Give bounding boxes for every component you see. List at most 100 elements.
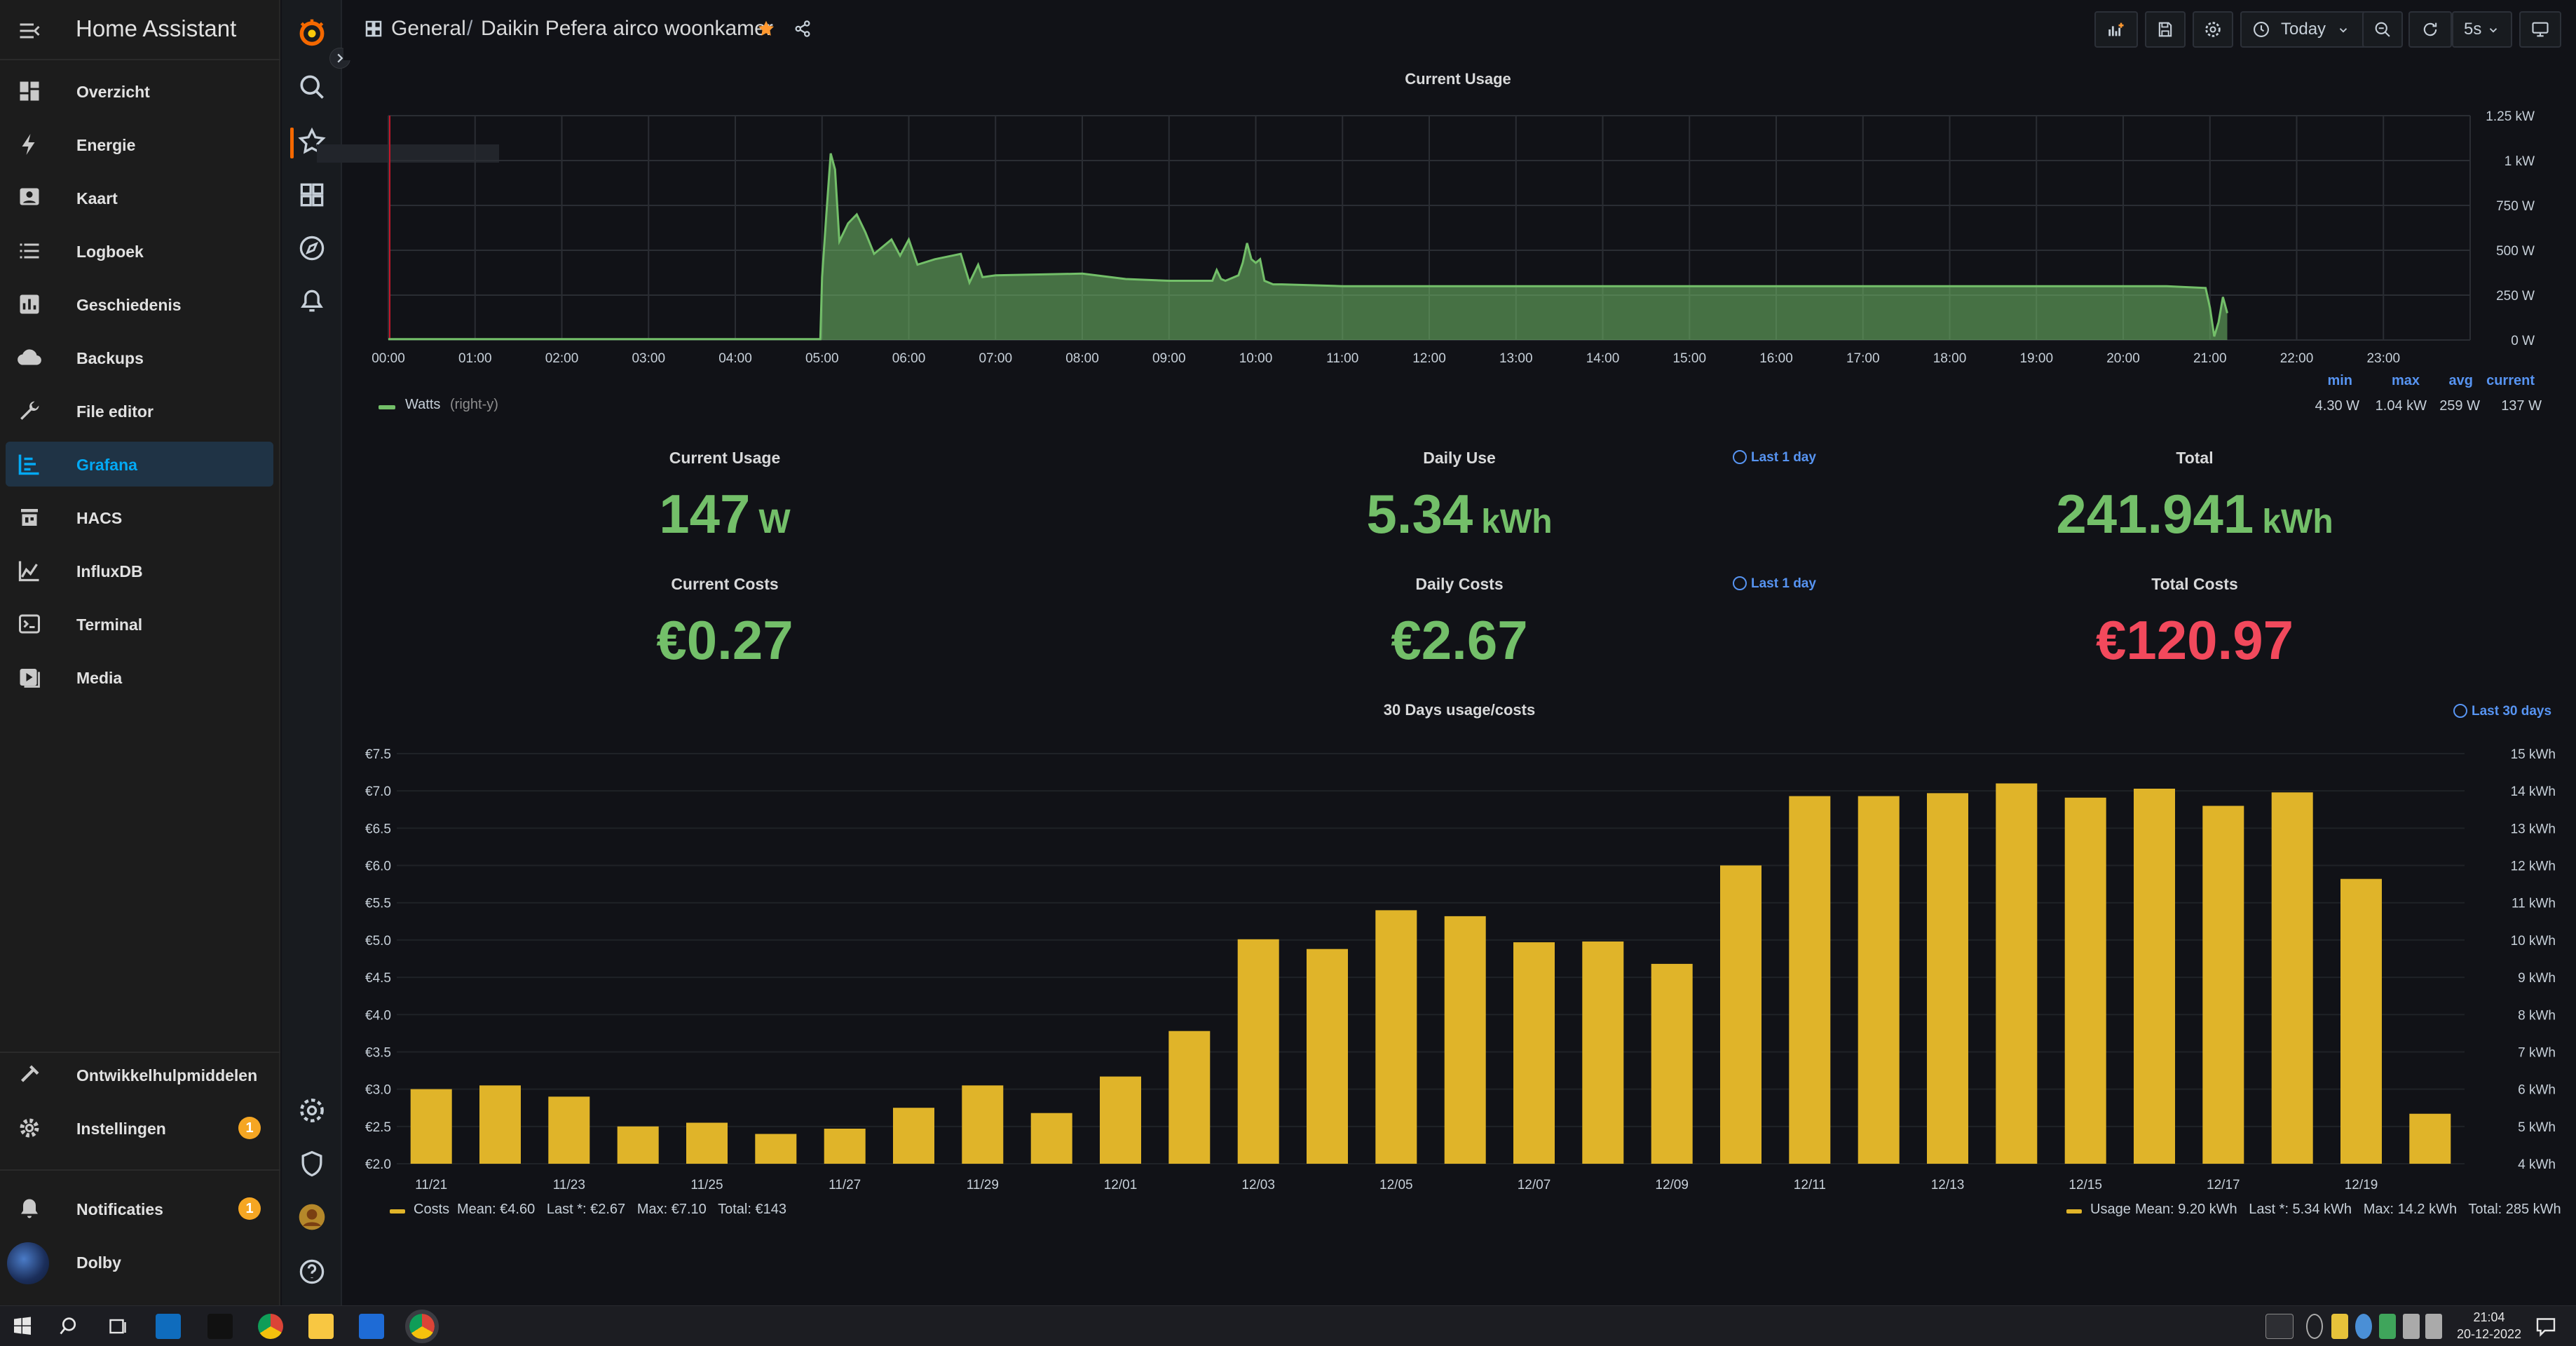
- user-avatar-icon[interactable]: [297, 1202, 327, 1232]
- sidebar-item-developer-tools[interactable]: Ontwikkelhulpmiddelen: [6, 1052, 273, 1097]
- wifi-icon[interactable]: [2403, 1314, 2420, 1339]
- stat-title-current-usage[interactable]: Current Usage: [669, 449, 781, 467]
- sidebar-item-kaart[interactable]: Kaart: [6, 175, 273, 220]
- legend-series-costs[interactable]: Costs: [414, 1202, 450, 1217]
- x-tick-label: 12/05: [1379, 1178, 1413, 1192]
- refresh-interval-picker[interactable]: [2452, 11, 2512, 48]
- menu-collapse-icon[interactable]: [17, 18, 42, 43]
- search-icon[interactable]: [57, 1314, 83, 1339]
- sidebar-item-settings[interactable]: Instellingen 1: [6, 1106, 273, 1150]
- chrome-active-icon[interactable]: [405, 1310, 439, 1343]
- time-override-30-days[interactable]: Last 30 days: [2453, 704, 2551, 719]
- sidebar-item-hacs[interactable]: HACS: [6, 495, 273, 540]
- favorite-star-icon[interactable]: [756, 18, 777, 39]
- y-tick-label: 500 W: [2496, 244, 2535, 259]
- notification-center-icon[interactable]: [2533, 1314, 2558, 1339]
- sidebar-item-terminal[interactable]: Terminal: [6, 601, 273, 646]
- tray-network-icon[interactable]: [2355, 1314, 2372, 1339]
- breadcrumb-dashboard-title[interactable]: Daikin Pefera airco woonkamer: [481, 17, 773, 40]
- x-tick-label: 12/11: [1794, 1178, 1826, 1192]
- help-icon[interactable]: [297, 1256, 327, 1287]
- share-icon[interactable]: [792, 18, 813, 39]
- x-tick-label: 23:00: [2366, 351, 2400, 366]
- current-usage-chart[interactable]: 0 W 250 W 500 W 750 W 1 kW 1.25 kW 00:00 01:00 0…: [350, 105, 2565, 379]
- list-icon: [20, 243, 39, 259]
- tray-app2-icon[interactable]: [2379, 1314, 2396, 1339]
- stat-value-daily-use: 5.34 kWh: [1249, 482, 1670, 546]
- sidebar-item-user[interactable]: Dolby: [6, 1239, 273, 1284]
- x-tick-label: 16:00: [1759, 351, 1793, 366]
- tradingview-icon[interactable]: [207, 1314, 233, 1339]
- sidebar-item-geschiedenis[interactable]: Geschiedenis: [6, 282, 273, 327]
- stat-title-daily-costs[interactable]: Daily Costs: [1415, 575, 1504, 593]
- chrome-icon[interactable]: [258, 1314, 283, 1339]
- x-tick-label: 18:00: [1933, 351, 1967, 366]
- x-tick-label: 12/07: [1518, 1178, 1551, 1192]
- add-panel-button[interactable]: [2094, 11, 2138, 48]
- sidebar-item-media[interactable]: Media: [6, 655, 273, 700]
- windows-start-icon[interactable]: [10, 1314, 35, 1339]
- refresh-button[interactable]: [2408, 11, 2452, 48]
- dashboard-settings-button[interactable]: [2193, 11, 2233, 48]
- explore-compass-icon[interactable]: [297, 233, 327, 264]
- chevron-down-icon: [2489, 28, 2497, 33]
- task-view-icon[interactable]: [105, 1314, 130, 1339]
- sidebar-item-notifications[interactable]: Notificaties 1: [6, 1186, 273, 1231]
- sidebar-item-grafana[interactable]: Grafana: [6, 442, 273, 487]
- sidebar-item-logboek[interactable]: Logboek: [6, 229, 273, 273]
- stat-value-current-costs: €0.27: [656, 609, 793, 671]
- dashboards-icon[interactable]: [297, 179, 327, 210]
- starred-icon[interactable]: [297, 126, 327, 157]
- x-tick-label: 05:00: [805, 351, 839, 366]
- save-app-icon[interactable]: [359, 1314, 384, 1339]
- time-override-daily-costs[interactable]: Last 1 day: [1733, 576, 1816, 592]
- shield-icon[interactable]: [297, 1148, 327, 1179]
- sidebar-item-influxdb[interactable]: InfluxDB: [6, 548, 273, 593]
- store-icon: [21, 509, 38, 526]
- alerting-bell-icon[interactable]: [297, 286, 327, 317]
- legend-header-current[interactable]: current: [2486, 373, 2535, 388]
- legend-header-max[interactable]: max: [2391, 373, 2420, 388]
- clock-date[interactable]: 20-12-2022: [2456, 1327, 2522, 1341]
- sidebar-item-energie[interactable]: Energie: [6, 122, 273, 167]
- right-y-tick-label: 8 kWh: [2518, 1008, 2556, 1023]
- stat-title-total[interactable]: Total: [2176, 449, 2214, 467]
- panel-title-30-days[interactable]: 30 Days usage/costs: [1383, 701, 1536, 719]
- stat-title-daily-use[interactable]: Daily Use: [1423, 449, 1496, 467]
- tray-chevron-icon[interactable]: [2306, 1314, 2323, 1339]
- volume-icon[interactable]: [2425, 1314, 2442, 1339]
- bar-11-25: [686, 1122, 728, 1164]
- y-tick-label: 250 W: [2496, 289, 2535, 304]
- legend-series-usage[interactable]: Usage: [2090, 1202, 2131, 1217]
- avatar[interactable]: [7, 1242, 49, 1284]
- stat-value-daily-costs: €2.67: [1391, 609, 1528, 671]
- tray-app-icon[interactable]: [2331, 1314, 2348, 1339]
- outlook-icon[interactable]: [156, 1314, 181, 1339]
- clock-time[interactable]: 21:04: [2473, 1310, 2505, 1324]
- settings-badge: 1: [238, 1117, 261, 1139]
- dashboard-icon: [20, 81, 39, 101]
- tv-mode-button[interactable]: [2519, 11, 2561, 48]
- configuration-gear-icon[interactable]: [297, 1095, 327, 1126]
- sidebar-item-overzicht[interactable]: Overzicht: [6, 69, 273, 114]
- breadcrumb-folder[interactable]: General: [391, 17, 466, 40]
- save-dashboard-button[interactable]: [2145, 11, 2186, 48]
- time-override-daily-use[interactable]: Last 1 day: [1733, 450, 1816, 465]
- panel-title-current-usage[interactable]: Current Usage: [1405, 70, 1511, 88]
- legend-series-watts[interactable]: Watts: [405, 397, 441, 412]
- x-tick-label: 12/17: [2207, 1178, 2240, 1192]
- sidebar-item-file-editor[interactable]: File editor: [6, 388, 273, 433]
- legend-header-min[interactable]: min: [2327, 373, 2352, 388]
- x-tick-label: 10:00: [1239, 351, 1273, 366]
- stat-title-total-costs[interactable]: Total Costs: [2151, 575, 2238, 593]
- search-icon[interactable]: [297, 72, 327, 102]
- legend-header-avg[interactable]: avg: [2448, 373, 2473, 388]
- grafana-logo-icon[interactable]: [297, 17, 327, 48]
- usage-costs-bar-chart[interactable]: €2.0 €2.5 €3.0 €3.5 €4.0 €4.5 €5.0 €5.5 €6.0 €6.5…: [350, 736, 2565, 1206]
- file-explorer-icon[interactable]: [308, 1314, 334, 1339]
- keyboard-icon[interactable]: [2265, 1314, 2294, 1339]
- x-tick-label: 11/25: [690, 1178, 723, 1192]
- sidebar-item-backups[interactable]: Backups: [6, 335, 273, 380]
- stat-title-current-costs[interactable]: Current Costs: [671, 575, 779, 593]
- zoom-out-button[interactable]: [2362, 11, 2403, 48]
